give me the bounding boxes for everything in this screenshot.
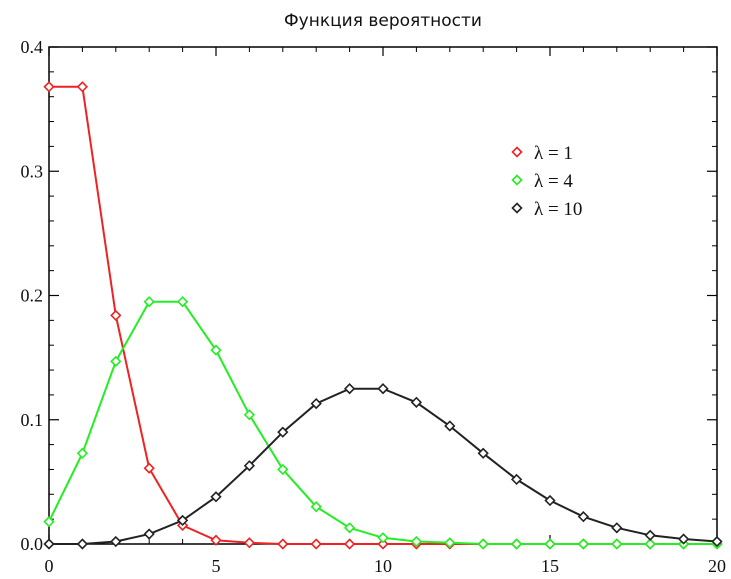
data-point xyxy=(210,534,222,546)
data-point xyxy=(544,538,556,550)
x-tick-label: 15 xyxy=(541,556,559,576)
data-point xyxy=(577,511,590,523)
data-point xyxy=(410,535,423,548)
data-point xyxy=(711,535,723,548)
data-point xyxy=(644,538,656,550)
series-line xyxy=(49,85,717,545)
data-point xyxy=(510,538,523,550)
data-point xyxy=(377,532,389,544)
data-point xyxy=(477,538,489,550)
data-point xyxy=(444,420,456,432)
data-point xyxy=(176,296,189,308)
x-tick-label: 0 xyxy=(45,556,54,576)
data-point xyxy=(611,522,623,534)
y-tick-label: 0.0 xyxy=(21,534,44,554)
legend-label: λ = 10 xyxy=(534,199,582,220)
data-point xyxy=(143,528,155,540)
x-tick-label: 10 xyxy=(374,556,392,576)
legend: λ = 1 λ = 4 λ = 10 xyxy=(511,143,582,220)
x-tick-label: 5 xyxy=(212,556,221,576)
legend-marker xyxy=(511,146,523,158)
legend-marker xyxy=(511,174,523,186)
data-point xyxy=(310,397,322,410)
series-1 xyxy=(43,81,723,550)
data-point xyxy=(644,529,656,541)
series-3 xyxy=(43,383,723,550)
series-layer xyxy=(43,81,723,550)
data-point xyxy=(43,81,55,93)
data-point xyxy=(76,538,89,550)
x-tick-label: 20 xyxy=(708,556,726,576)
data-point xyxy=(110,309,122,322)
series-2 xyxy=(43,296,723,550)
data-point xyxy=(377,383,389,395)
data-point xyxy=(176,514,189,527)
data-point xyxy=(410,396,423,408)
data-point xyxy=(343,538,356,550)
data-point xyxy=(110,355,122,367)
data-point xyxy=(277,426,289,438)
axis-ticks: 0 5 10 15 20 0.0 0.1 0.2 0.3 0.4 xyxy=(21,37,727,576)
data-point xyxy=(243,409,256,421)
data-point xyxy=(143,296,155,308)
y-tick-label: 0.1 xyxy=(21,410,44,430)
data-point xyxy=(210,491,222,503)
data-point xyxy=(577,538,590,550)
data-point xyxy=(243,537,256,549)
data-point xyxy=(43,538,55,550)
data-point xyxy=(510,473,523,486)
data-point xyxy=(343,522,356,534)
series-line xyxy=(48,300,717,545)
data-point xyxy=(210,344,222,356)
data-point xyxy=(444,537,456,549)
data-point xyxy=(76,447,89,459)
data-point xyxy=(377,538,389,550)
y-tick-label: 0.3 xyxy=(21,161,44,181)
data-point xyxy=(110,535,122,548)
legend-marker xyxy=(511,202,523,214)
data-point xyxy=(76,81,89,93)
chart-title: Функция вероятности xyxy=(284,11,482,31)
legend-label: λ = 1 xyxy=(534,143,573,164)
data-point xyxy=(143,462,155,474)
y-tick-label: 0.4 xyxy=(21,37,44,57)
data-point xyxy=(277,463,289,476)
y-tick-label: 0.2 xyxy=(21,286,44,306)
data-point xyxy=(277,538,289,550)
data-point xyxy=(243,460,256,472)
data-point xyxy=(43,516,55,528)
data-point xyxy=(343,383,356,395)
data-point xyxy=(310,538,322,550)
data-point xyxy=(310,501,322,513)
legend-label: λ = 4 xyxy=(534,171,573,192)
data-point xyxy=(544,494,556,507)
data-point xyxy=(677,533,690,545)
data-point xyxy=(477,447,489,459)
data-point xyxy=(611,538,623,550)
